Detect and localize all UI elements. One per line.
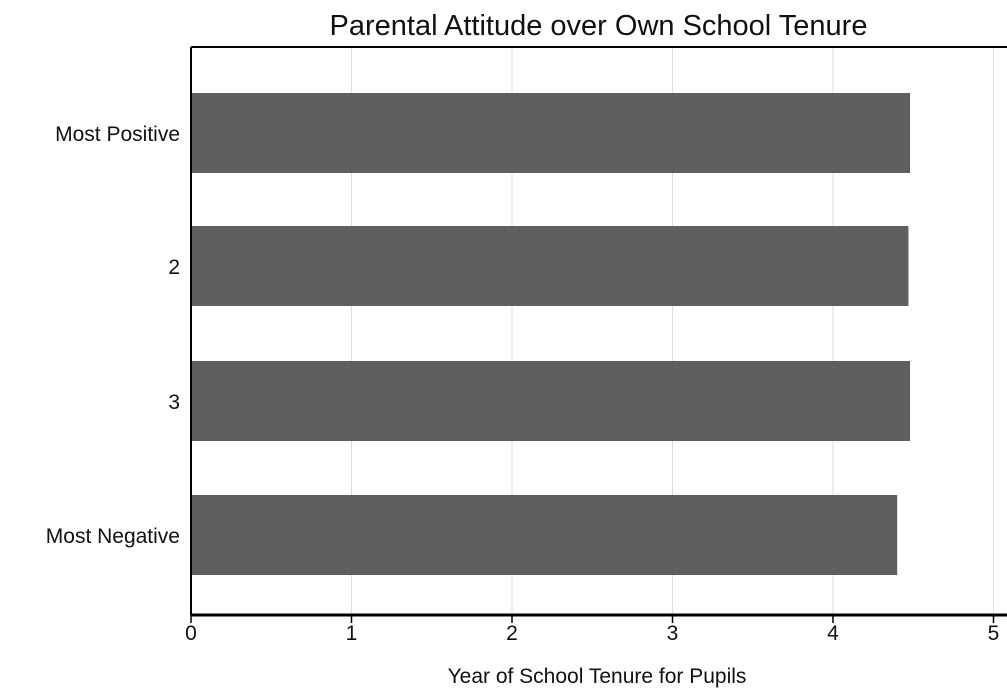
bars: [191, 93, 911, 575]
x-tick-label: 0: [185, 622, 197, 645]
x-tick-label: 3: [667, 622, 679, 645]
x-axis-ticks: 0 1 2 3 4 5: [185, 615, 999, 645]
x-tick-label: 5: [988, 622, 1000, 645]
x-tick-label: 1: [346, 622, 358, 645]
y-tick-label: 2: [168, 256, 180, 279]
y-tick-label: Most Negative: [46, 525, 180, 548]
y-tick-label: 3: [168, 391, 180, 414]
y-tick-label: Most Positive: [55, 123, 180, 146]
y-axis-labels: Most Positive 2 3 Most Negative: [46, 123, 180, 548]
x-tick-label: 2: [506, 622, 518, 645]
chart-title: Parental Attitude over Own School Tenure: [329, 10, 868, 42]
bar: [191, 361, 911, 441]
x-tick-label: 4: [827, 622, 839, 645]
x-axis-title: Year of School Tenure for Pupils: [448, 665, 747, 688]
bar: [191, 495, 898, 575]
bar: [191, 93, 911, 173]
bar: [191, 226, 909, 306]
